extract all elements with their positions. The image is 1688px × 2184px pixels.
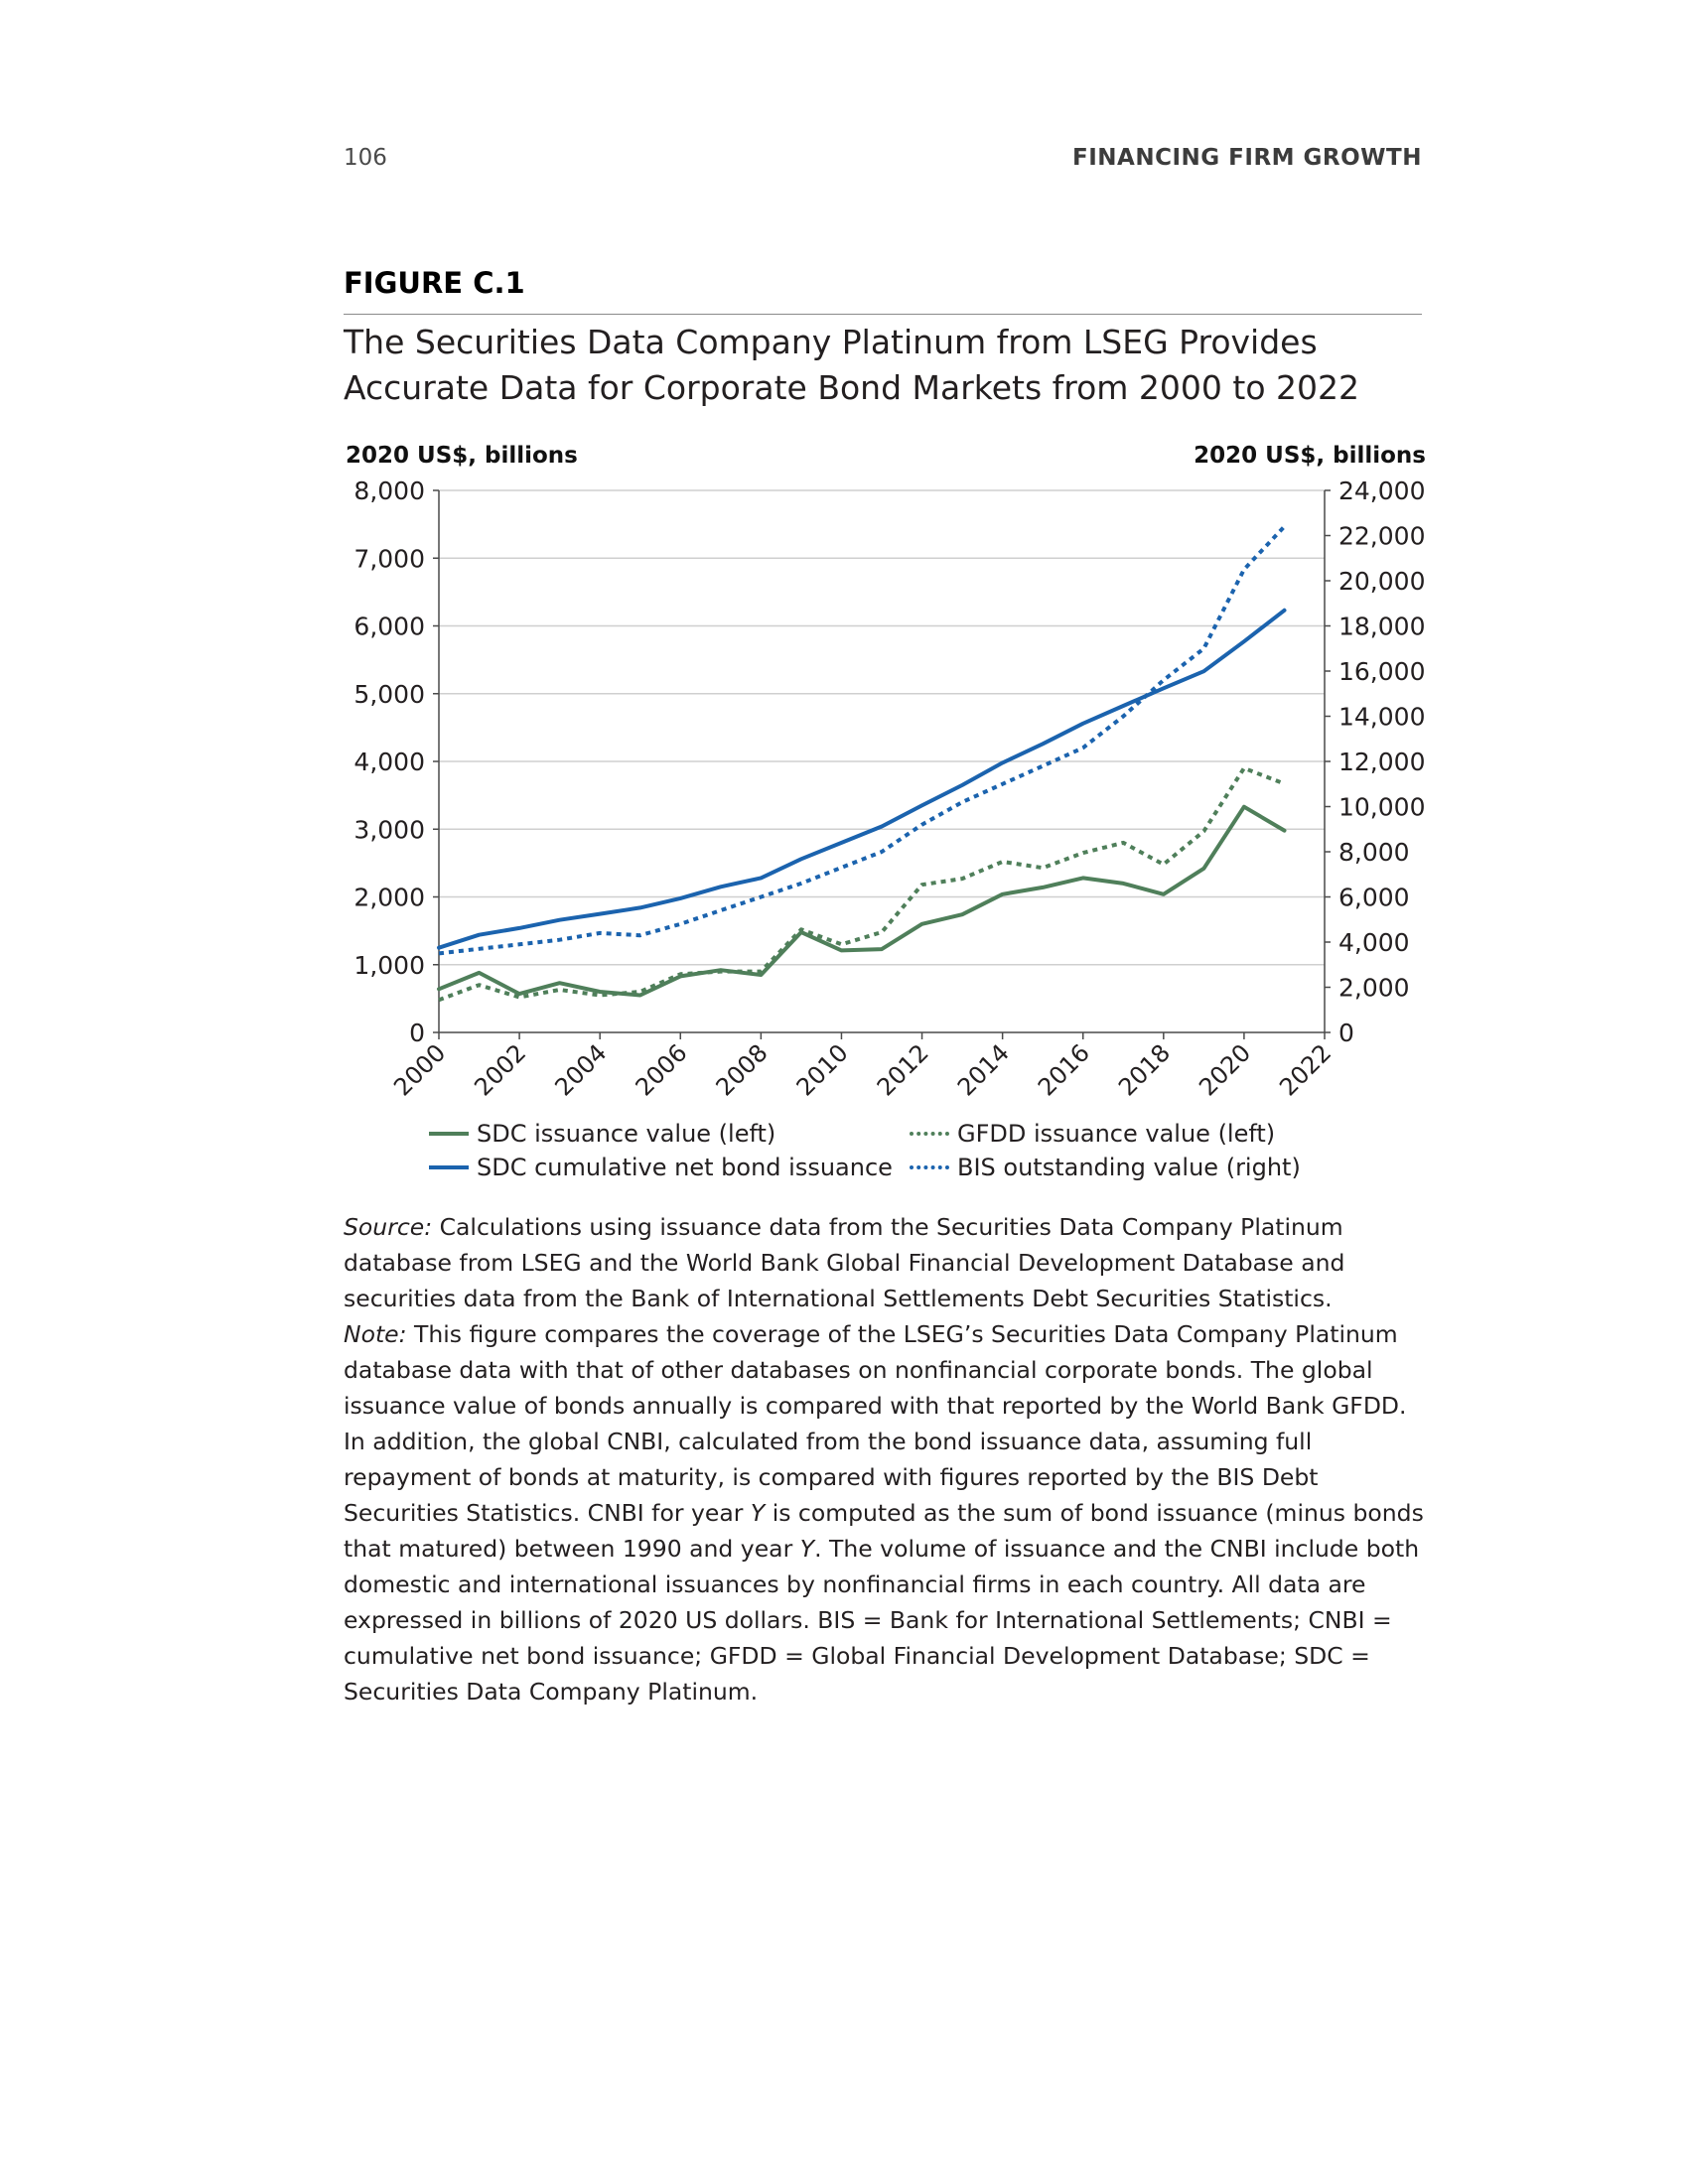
x-axis-tick-label: 2008 — [711, 1038, 774, 1101]
left-axis-tick-label: 7,000 — [353, 544, 425, 573]
left-axis-tick-label: 3,000 — [353, 815, 425, 844]
figure-title-line-2: Accurate Data for Corporate Bond Markets… — [344, 368, 1359, 407]
x-axis-tick-label: 2002 — [469, 1038, 531, 1101]
note-italic-y: Y — [750, 1499, 766, 1527]
legend-swatch-solid-blue — [429, 1165, 469, 1169]
note-label: Note: — [344, 1320, 407, 1348]
left-axis-tick-label: 2,000 — [353, 884, 425, 912]
legend-label: GFDD issuance value (left) — [957, 1120, 1276, 1148]
x-axis-tick-label: 2000 — [388, 1038, 451, 1101]
source-text: Calculations using issuance data from th… — [344, 1213, 1345, 1312]
x-axis-tick-label: 2016 — [1033, 1038, 1095, 1101]
source-paragraph: Source: Calculations using issuance data… — [344, 1209, 1428, 1316]
source-label: Source: — [344, 1213, 433, 1241]
right-axis-tick-label: 14,000 — [1338, 703, 1425, 732]
series-line-sdc-issuance-value-left — [437, 804, 1287, 998]
running-head: FINANCING FIRM GROWTH — [1072, 145, 1422, 171]
gridlines — [439, 489, 1325, 966]
x-axis-tick-label: 2022 — [1274, 1038, 1336, 1101]
figure-title-line-1: The Securities Data Company Platinum fro… — [344, 323, 1318, 361]
note-text: This figure compares the coverage of the… — [344, 1320, 1407, 1527]
x-axis-tick-label: 2012 — [872, 1038, 934, 1101]
right-axis-tick-label: 16,000 — [1338, 657, 1425, 686]
legend-item-gfdd-issuance: GFDD issuance value (left) — [910, 1120, 1275, 1148]
legend-item-sdc-issuance: SDC issuance value (left) — [429, 1120, 775, 1148]
legend-swatch-dotted-blue — [910, 1165, 949, 1169]
note-paragraph: Note: This figure compares the coverage … — [344, 1316, 1428, 1709]
left-axis-tick-label: 6,000 — [353, 613, 425, 641]
figure-divider — [344, 314, 1422, 315]
left-axis-tick-label: 8,000 — [353, 477, 425, 505]
right-axis-tick-label: 6,000 — [1338, 884, 1410, 912]
right-axis-tick-label: 24,000 — [1338, 477, 1425, 505]
series-line-gfdd-issuance-value-left — [438, 765, 1286, 1003]
x-axis-tick-label: 2004 — [549, 1038, 612, 1101]
right-axis-title: 2020 US$, billions — [1194, 443, 1426, 469]
right-axis-tick-label: 4,000 — [1338, 928, 1410, 957]
note-text: is computed as the sum of bond issuance … — [344, 1499, 1424, 1563]
figure-notes: Source: Calculations using issuance data… — [344, 1209, 1428, 1709]
x-axis-tick-label: 2006 — [631, 1038, 693, 1101]
right-axis-tick-label: 12,000 — [1338, 748, 1425, 776]
right-axis-tick-label: 0 — [1338, 1019, 1354, 1047]
x-axis-tick-label: 2020 — [1194, 1038, 1256, 1101]
x-axis-tick-label: 2018 — [1113, 1038, 1176, 1101]
note-italic-y: Y — [799, 1535, 815, 1563]
legend-label: SDC issuance value (left) — [477, 1120, 776, 1148]
left-axis-tick-label: 0 — [409, 1019, 425, 1047]
right-axis-tick-label: 18,000 — [1338, 613, 1425, 641]
legend-label: SDC cumulative net bond issuance — [477, 1154, 893, 1181]
dual-axis-line-chart: 2020 US$, billions 2020 US$, billions 0 1,0… — [346, 443, 1426, 1101]
x-axis-tick-label: 2014 — [952, 1038, 1015, 1101]
note-text: . The volume of issuance and the CNBI in… — [344, 1535, 1420, 1706]
figure-title: The Securities Data Company Platinum fro… — [344, 320, 1426, 411]
series-line-bis-outstanding-value-right — [438, 525, 1286, 956]
series-line-sdc-cumulative-net-bond-issuance — [437, 608, 1287, 950]
legend-label: BIS outstanding value (right) — [957, 1154, 1301, 1181]
right-axis-tick-label: 10,000 — [1338, 793, 1425, 822]
series-lines — [437, 525, 1287, 1003]
x-axis-tick-label: 2010 — [791, 1038, 854, 1101]
legend-item-bis-outstanding: BIS outstanding value (right) — [910, 1154, 1301, 1181]
figure-label: FIGURE C.1 — [344, 266, 525, 300]
legend-swatch-solid-green — [429, 1132, 469, 1136]
left-axis-tick-label: 1,000 — [353, 951, 425, 980]
right-axis-tick-label: 2,000 — [1338, 974, 1410, 1003]
axes: 2020 US$, billions 2020 US$, billions 0 1,0… — [346, 443, 1426, 1101]
right-axis-tick-label: 8,000 — [1338, 838, 1410, 867]
left-axis-title: 2020 US$, billions — [346, 443, 578, 469]
left-axis-tick-label: 4,000 — [353, 748, 425, 776]
legend-item-sdc-cumulative: SDC cumulative net bond issuance — [429, 1154, 893, 1181]
legend-swatch-dotted-green — [910, 1132, 949, 1136]
left-axis-tick-label: 5,000 — [353, 680, 425, 709]
right-axis-tick-label: 22,000 — [1338, 522, 1425, 551]
page-number: 106 — [344, 145, 387, 171]
right-axis-tick-label: 20,000 — [1338, 567, 1425, 596]
